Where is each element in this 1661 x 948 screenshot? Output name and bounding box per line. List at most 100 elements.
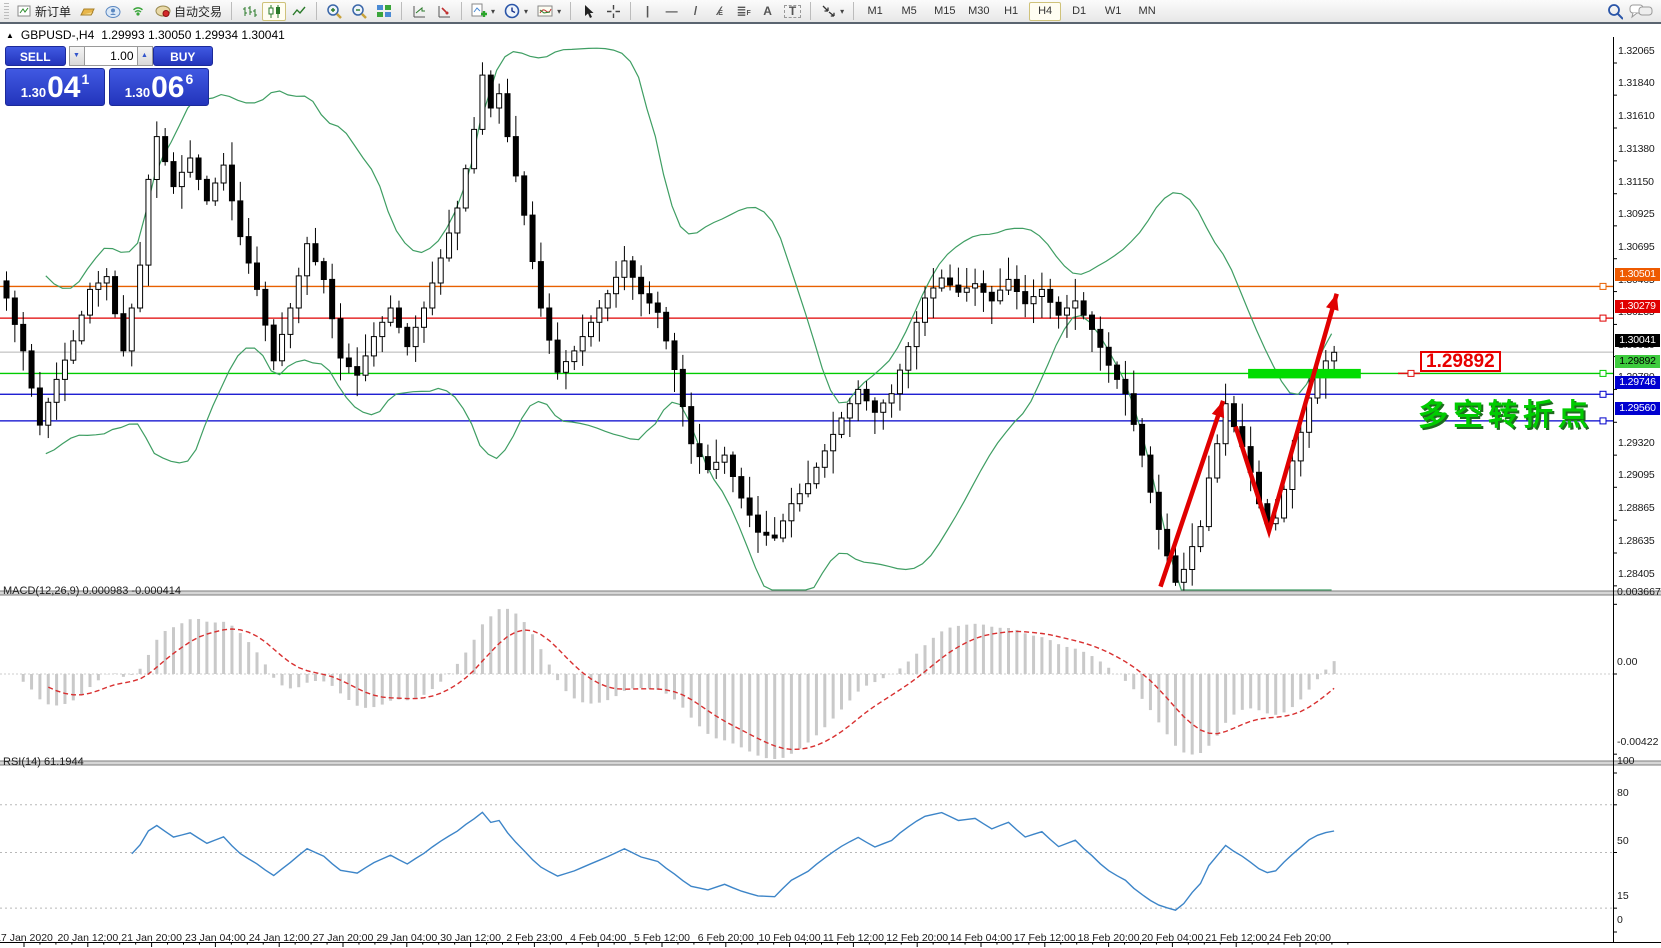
- timeframe-button-m5[interactable]: M5: [893, 2, 925, 21]
- template-icon: [537, 3, 553, 19]
- search-icon[interactable]: [1607, 3, 1623, 20]
- date-axis-label: 10 Feb 04:00: [758, 932, 821, 944]
- timeframe-group: M1 M5 M15 M30 H1 H4 D1 W1 MN: [859, 1, 1163, 21]
- arrows-button[interactable]: ▾: [816, 1, 848, 21]
- zoom-in-button[interactable]: [322, 1, 346, 21]
- separator: [853, 2, 855, 20]
- separator: [401, 2, 403, 20]
- toolbar-right-group: [1607, 3, 1659, 20]
- equidistant-channel-icon: ⁄⁄E: [718, 4, 722, 18]
- rsi-label: RSI(14) 61.1944: [3, 756, 84, 768]
- rsi-axis-label: 0: [1617, 914, 1623, 926]
- price-tick-label: 1.29095: [1618, 469, 1655, 482]
- price-tick-label: 1.28635: [1618, 535, 1655, 547]
- new-order-icon: [16, 3, 32, 19]
- date-axis-label: 27 Jan 20:00: [312, 932, 374, 944]
- lot-increase-button[interactable]: ▲: [136, 46, 153, 66]
- tile-windows-button[interactable]: [372, 1, 396, 21]
- date-axis-label: 17 Feb 12:00: [1013, 932, 1076, 944]
- vertical-line-button[interactable]: |: [636, 1, 659, 21]
- zoom-out-button[interactable]: [347, 1, 371, 21]
- line-chart-button[interactable]: [287, 1, 311, 21]
- lot-decrease-button[interactable]: ▼: [68, 46, 85, 66]
- price-tick-label: 1.29320: [1618, 437, 1655, 450]
- price-tick-label: 1.28405: [1618, 567, 1655, 580]
- timeframe-button-mn[interactable]: MN: [1131, 2, 1163, 21]
- toolbar-grip[interactable]: [4, 3, 9, 19]
- timeframe-button-m30[interactable]: M30: [961, 2, 993, 21]
- dropdown-caret: ▾: [557, 6, 562, 16]
- data-folder-button[interactable]: [76, 1, 100, 21]
- date-axis-label: 11 Feb 12:00: [822, 932, 884, 944]
- date-axis-label: 23 Jan 04:00: [185, 932, 246, 944]
- rsi-axis-label: 15: [1617, 890, 1629, 903]
- trendline-button[interactable]: /: [684, 1, 707, 21]
- buy-button[interactable]: BUY: [152, 46, 213, 66]
- price-tick-label: 1.31840: [1618, 77, 1655, 90]
- timeframe-button-m15[interactable]: M15: [927, 2, 959, 21]
- zoom-out-icon: [351, 3, 367, 19]
- price-level-badge: 1.29746: [1615, 375, 1660, 389]
- horizontal-line-button[interactable]: —: [660, 1, 683, 21]
- text-label-icon: T: [784, 4, 802, 18]
- sell-price-box[interactable]: 1.30 04 1: [5, 68, 105, 106]
- text-button[interactable]: A: [756, 1, 779, 21]
- fibonacci-icon: ≣F: [736, 4, 751, 18]
- quote-ohlc: 1.29993 1.30050 1.29934 1.30041: [101, 28, 285, 42]
- macd-axis-label: 0.003667: [1617, 586, 1661, 599]
- price-tick-label: 1.31610: [1618, 110, 1655, 122]
- price-level-badge: 1.29560: [1615, 402, 1660, 416]
- price-tick-label: 1.31380: [1618, 142, 1655, 155]
- chart-shift-button[interactable]: [432, 1, 456, 21]
- crosshair-button[interactable]: [601, 1, 625, 21]
- price-tick-label: 1.30925: [1618, 207, 1655, 220]
- buy-price-box[interactable]: 1.30 06 6: [109, 68, 209, 106]
- macd-label: MACD(12,26,9) 0.000983 -0.000414: [3, 585, 181, 597]
- date-axis-label: 2 Feb 23:00: [506, 932, 563, 944]
- signals-button[interactable]: [126, 1, 150, 21]
- templates-button[interactable]: ▾: [533, 1, 565, 21]
- cursor-button[interactable]: [576, 1, 600, 21]
- indicators-button[interactable]: ▾: [467, 1, 499, 21]
- channel-button[interactable]: ⁄⁄E: [708, 1, 731, 21]
- dropdown-caret: ▾: [524, 6, 529, 16]
- buy-price-point: 6: [185, 71, 194, 87]
- timeframe-button-w1[interactable]: W1: [1097, 2, 1129, 21]
- new-order-button[interactable]: 新订单: [12, 1, 75, 21]
- autotrading-button[interactable]: 自动交易: [151, 1, 226, 21]
- timeframe-button-h4[interactable]: H4: [1029, 1, 1062, 21]
- autotrading-icon: [155, 3, 171, 19]
- chat-icon[interactable]: [1629, 3, 1653, 19]
- signal-icon: [130, 3, 146, 19]
- separator: [316, 2, 318, 20]
- date-axis-label: 14 Feb 04:00: [950, 932, 1012, 944]
- lot-size-input[interactable]: [84, 46, 137, 66]
- date-axis-label: 20 Feb 04:00: [1141, 932, 1204, 944]
- periods-button[interactable]: ▾: [500, 1, 532, 21]
- fibonacci-button[interactable]: ≣F: [732, 1, 755, 21]
- candlestick-chart-button[interactable]: [262, 1, 287, 21]
- community-button[interactable]: [101, 1, 125, 21]
- timeframe-button-m1[interactable]: M1: [859, 2, 891, 21]
- chart-area[interactable]: [0, 24, 1661, 948]
- auto-scroll-button[interactable]: [407, 1, 431, 21]
- separator: [630, 2, 632, 20]
- sell-price-point: 1: [81, 71, 90, 87]
- timeframe-button-d1[interactable]: D1: [1063, 2, 1095, 21]
- price-tick-label: 1.30695: [1618, 240, 1655, 253]
- text-label-button[interactable]: T: [780, 1, 805, 21]
- turning-point-note: 多空转折点: [1418, 399, 1593, 432]
- rsi-axis-label: 80: [1617, 786, 1629, 799]
- timeframe-button-h1[interactable]: H1: [995, 2, 1027, 21]
- zoom-in-icon: [326, 3, 342, 19]
- date-axis[interactable]: 17 Jan 2020 20 Jan 12:00 21 Jan 20:00 23 Ja…: [0, 932, 1661, 948]
- bar-chart-button[interactable]: [237, 1, 261, 21]
- rsi-axis-label: 100: [1617, 755, 1635, 767]
- date-axis-label: 5 Feb 12:00: [633, 932, 691, 944]
- level-price-callout: 1.29892: [1420, 351, 1501, 372]
- date-axis-label: 24 Feb 20:00: [1269, 932, 1331, 944]
- symbol-name: GBPUSD-,H4: [20, 28, 95, 42]
- sell-button[interactable]: SELL: [5, 46, 66, 66]
- separator: [461, 2, 463, 20]
